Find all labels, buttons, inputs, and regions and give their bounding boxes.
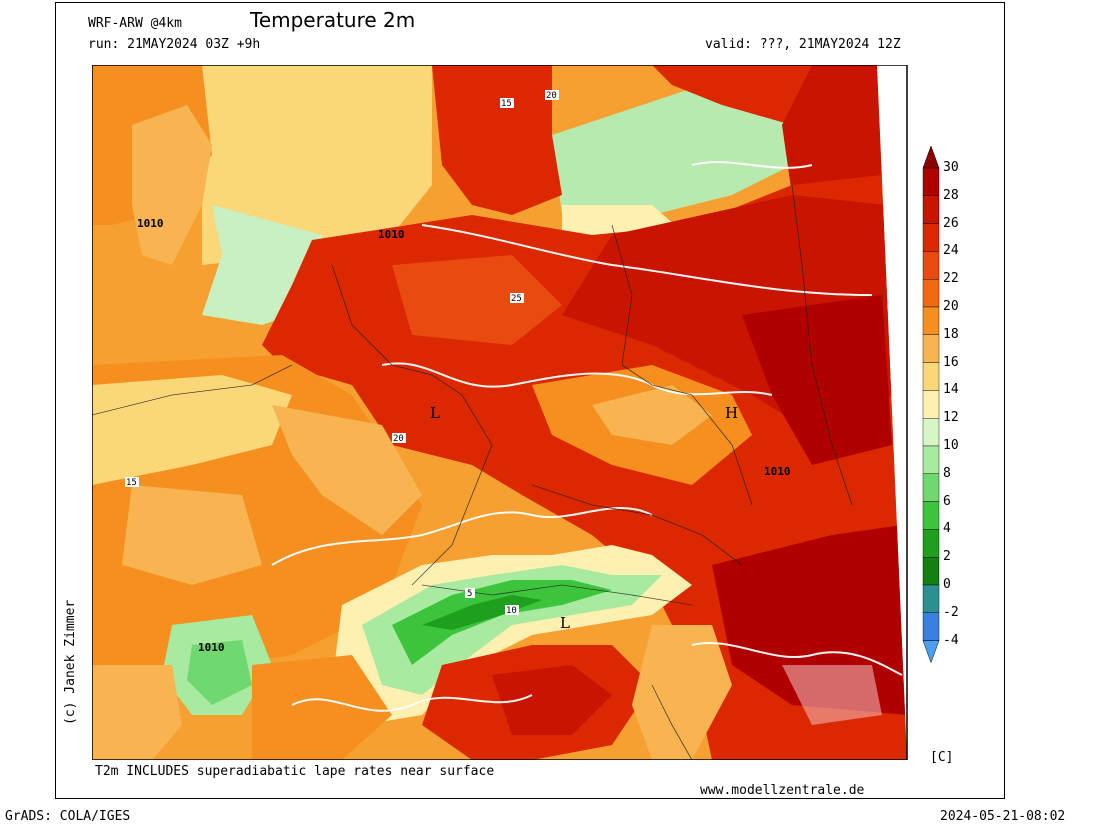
isobar-label: 1010	[378, 228, 405, 241]
isotherm-label: 10	[506, 606, 517, 616]
isotherm-label: 20	[546, 91, 557, 101]
colorbar-tick-label: 18	[943, 326, 959, 342]
colorbar-segment	[922, 612, 940, 641]
colorbar-segment	[922, 473, 940, 502]
colorbar-segment	[922, 418, 940, 447]
unit-label: [C]	[930, 750, 954, 765]
colorbar-segment	[922, 501, 940, 530]
valid-label: valid: ???, 21MAY2024 12Z	[705, 37, 901, 52]
colorbar-tick-label: 22	[943, 271, 959, 287]
colorbar-tick-label: 16	[943, 354, 959, 370]
temperature-colorbar	[922, 145, 940, 664]
isotherm-label: 25	[511, 294, 522, 304]
copyright-label: (c) Janek Zimmer	[63, 600, 78, 725]
colorbar-tick-label: 12	[943, 410, 959, 426]
colorbar-tick-label: 24	[943, 243, 959, 259]
isobar-label: 1010	[764, 465, 791, 478]
colorbar-tick-label: 2	[943, 549, 951, 565]
colorbar-segment	[922, 306, 940, 335]
colorbar-tick-label: 30	[943, 160, 959, 175]
isobar-label: 1010	[137, 217, 164, 230]
colorbar-segment	[922, 529, 940, 558]
colorbar-tick-label: -2	[943, 604, 959, 620]
isotherm-label: 15	[501, 99, 512, 109]
colorbar-segment	[922, 223, 940, 252]
model-label: WRF-ARW @4km	[88, 16, 182, 31]
footnote: T2m INCLUDES superadiabatic lape rates n…	[95, 764, 495, 779]
colorbar-tick-label: 14	[943, 382, 959, 398]
colorbar-tick-label: 26	[943, 215, 959, 231]
low-pressure-center: L	[430, 404, 440, 422]
grads-credit: GrADS: COLA/IGES	[5, 809, 131, 824]
run-label: run: 21MAY2024 03Z +9h	[88, 37, 261, 52]
colorbar-segment	[922, 362, 940, 391]
colorbar-segment	[922, 167, 940, 196]
colorbar-segment	[922, 584, 940, 613]
colorbar-tick-label: 0	[943, 577, 951, 592]
colorbar-cap-top	[922, 145, 940, 169]
colorbar-segment	[922, 557, 940, 586]
colorbar-tick-label: 6	[943, 493, 951, 509]
svg-text:(c) Janek Zimmer: (c) Janek Zimmer	[63, 600, 78, 725]
colorbar-segment	[922, 251, 940, 280]
chart-title: Temperature 2m	[250, 8, 416, 32]
isobar-label: 1010	[198, 641, 225, 654]
colorbar-tick-label: 20	[943, 299, 959, 314]
colorbar-tick-label: 10	[943, 438, 959, 453]
high-pressure-center: H	[725, 404, 738, 422]
colorbar-cap-bottom	[922, 640, 940, 664]
colorbar-segment	[922, 445, 940, 474]
low-pressure-center: L	[560, 614, 570, 632]
colorbar-segment	[922, 278, 940, 308]
colorbar-tick-label: 28	[943, 187, 959, 203]
website-link[interactable]: www.modellzentrale.de	[700, 783, 865, 798]
timestamp: 2024-05-21-08:02	[940, 809, 1066, 824]
colorbar-tick-label: 8	[943, 465, 951, 481]
isotherm-label: 15	[126, 478, 137, 488]
colorbar-segment	[922, 390, 940, 419]
isotherm-label: 20	[393, 434, 404, 444]
colorbar-tick-label: 4	[943, 521, 951, 537]
isotherm-label: 5	[467, 589, 472, 599]
temperature-map: 1010 1010 1010 1010 L L H 15 20 25 20 15…	[92, 65, 908, 760]
colorbar-tick-label: -4	[943, 632, 959, 648]
colorbar-segment	[922, 334, 940, 363]
colorbar-segment	[922, 195, 940, 224]
